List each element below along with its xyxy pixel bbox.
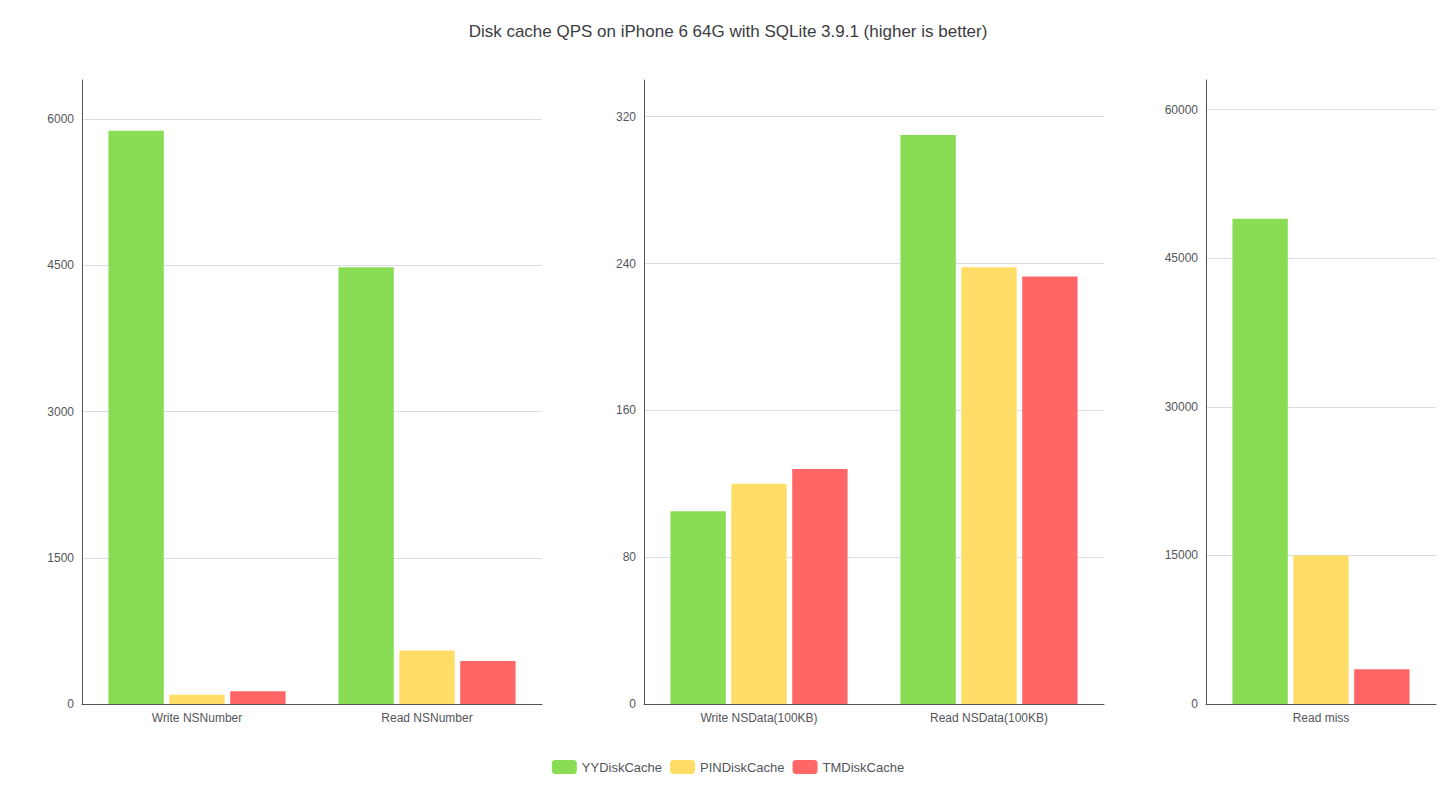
svg-text:Write NSData(100KB): Write NSData(100KB): [700, 711, 817, 725]
svg-text:TMDiskCache: TMDiskCache: [823, 760, 905, 775]
svg-text:320: 320: [616, 110, 636, 124]
svg-text:3000: 3000: [47, 405, 74, 419]
svg-text:0: 0: [629, 697, 636, 711]
svg-text:60000: 60000: [1165, 103, 1199, 117]
svg-text:15000: 15000: [1165, 548, 1199, 562]
svg-text:30000: 30000: [1165, 400, 1199, 414]
svg-text:1500: 1500: [47, 551, 74, 565]
svg-text:45000: 45000: [1165, 251, 1199, 265]
svg-text:6000: 6000: [47, 112, 74, 126]
svg-text:Read miss: Read miss: [1293, 711, 1350, 725]
svg-text:240: 240: [616, 257, 636, 271]
svg-text:PINDiskCache: PINDiskCache: [700, 760, 785, 775]
svg-text:80: 80: [623, 550, 637, 564]
svg-text:YYDiskCache: YYDiskCache: [582, 760, 662, 775]
svg-text:4500: 4500: [47, 258, 74, 272]
svg-text:0: 0: [1191, 697, 1198, 711]
svg-text:Read NSNumber: Read NSNumber: [381, 711, 472, 725]
svg-text:Write NSNumber: Write NSNumber: [152, 711, 242, 725]
svg-text:Read NSData(100KB): Read NSData(100KB): [930, 711, 1048, 725]
svg-text:Disk cache QPS on iPhone 6 64G: Disk cache QPS on iPhone 6 64G with SQLi…: [469, 22, 988, 41]
svg-text:160: 160: [616, 403, 636, 417]
svg-text:0: 0: [67, 697, 74, 711]
